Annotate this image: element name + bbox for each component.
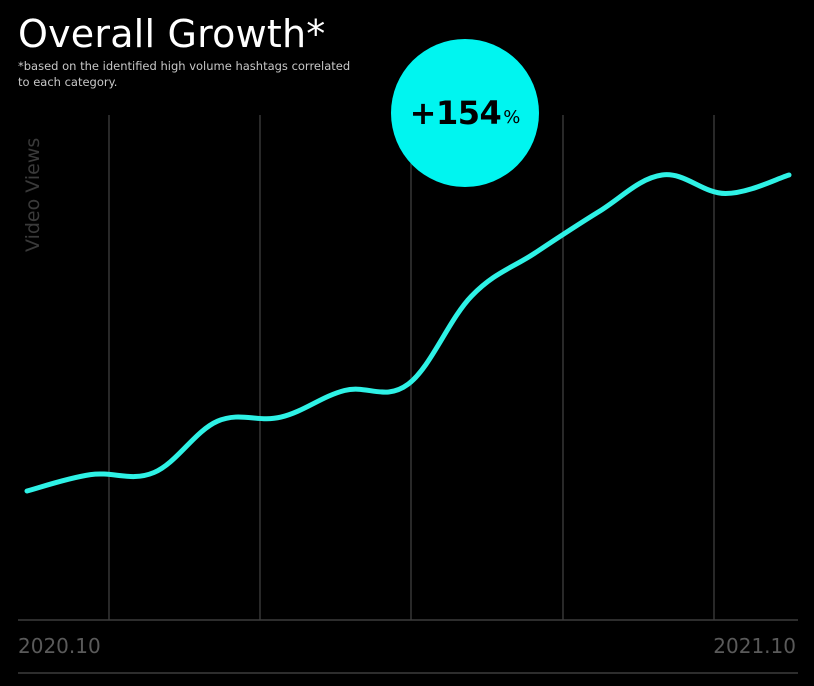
data-point-3 bbox=[216, 419, 220, 423]
x-tick-label-end: 2021.10 bbox=[713, 634, 796, 658]
data-point-0 bbox=[25, 489, 29, 493]
data-point-12 bbox=[787, 173, 791, 177]
data-point-11 bbox=[724, 192, 728, 196]
data-point-7 bbox=[470, 294, 474, 298]
series-line bbox=[24, 172, 792, 494]
data-point-8 bbox=[533, 251, 537, 255]
chart-subtitle: *based on the identified high volume has… bbox=[18, 59, 351, 89]
data-point-9 bbox=[597, 210, 601, 214]
growth-badge: +154 % bbox=[391, 39, 539, 187]
growth-value: +154 bbox=[409, 94, 502, 132]
data-point-5 bbox=[343, 389, 347, 393]
data-point-1 bbox=[89, 473, 93, 477]
data-point-6 bbox=[406, 382, 410, 386]
data-point-2 bbox=[152, 471, 156, 475]
chart-title: Overall Growth* bbox=[18, 12, 326, 56]
data-point-4 bbox=[279, 415, 283, 419]
growth-unit: % bbox=[503, 106, 521, 128]
data-point-10 bbox=[660, 173, 664, 177]
x-tick-label-start: 2020.10 bbox=[18, 634, 101, 658]
